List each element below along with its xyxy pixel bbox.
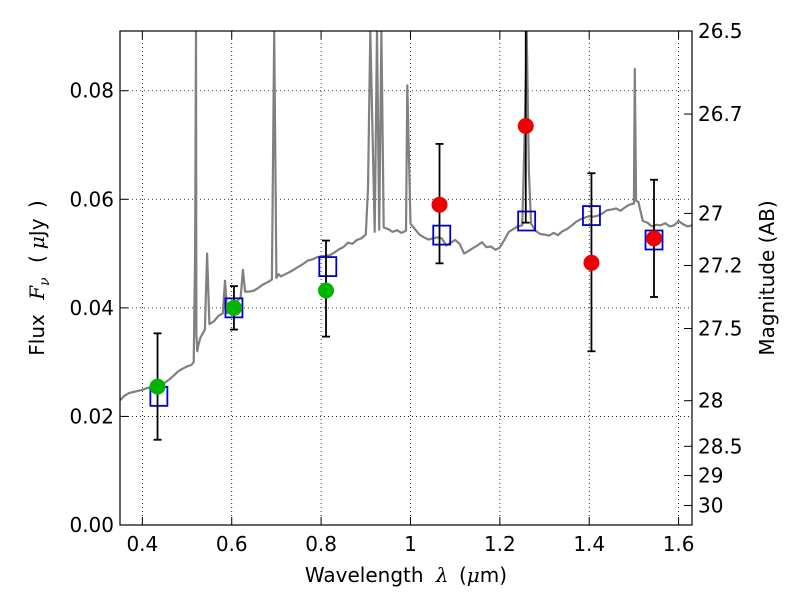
y2-tick-label: 28.5	[698, 434, 743, 458]
x-tick-label: 0.8	[305, 532, 337, 556]
y2-tick-label: 26.5	[698, 19, 743, 43]
observed-nir-point	[583, 254, 600, 271]
model-spectrum-line	[120, 31, 692, 401]
x-tick-label: 1.2	[484, 532, 516, 556]
chart-marks	[149, 31, 664, 441]
y2-tick-label: 28	[698, 389, 723, 413]
y-tick-label: 0.04	[69, 296, 114, 320]
secondary-y-axis-label: Magnitude (AB)	[755, 200, 779, 355]
x-tick-label: 1	[404, 532, 417, 556]
observed-nir-point	[431, 196, 448, 213]
observed-nir-point	[646, 230, 663, 247]
x-tick-label: 0.4	[126, 532, 158, 556]
plot-area	[120, 31, 692, 401]
y-axis-label: Flux Fν (μJy )	[25, 200, 54, 355]
x-axis-label: Wavelength λ (μm)	[305, 563, 507, 587]
y2-tick-label: 29	[698, 464, 723, 488]
axis-ticks: 0.4 0.6 0.8 1 1.2 1.4 1.6 0.00 0.02 0.04 0.06 0.08 2…	[69, 19, 742, 556]
model-photometry-square	[432, 224, 452, 246]
y2-tick-label: 27	[698, 201, 723, 225]
x-tick-label: 1.6	[663, 532, 695, 556]
y2-tick-label: 26.7	[698, 102, 743, 126]
x-tick-label: 0.6	[216, 532, 248, 556]
y2-tick-label: 27.5	[698, 316, 743, 340]
y-tick-label: 0.02	[69, 404, 114, 428]
y2-tick-label: 30	[698, 493, 723, 517]
observed-optical-point	[225, 299, 242, 316]
observed-nir-point	[517, 118, 534, 134]
observed-optical-point	[149, 378, 166, 395]
model-photometry-square	[318, 256, 338, 278]
x-tick-label: 1.4	[573, 532, 605, 556]
observed-optical-point	[318, 282, 335, 299]
y-tick-label: 0.06	[69, 187, 114, 211]
y2-tick-label: 27.2	[698, 254, 743, 278]
y-tick-label: 0.08	[69, 79, 114, 103]
plot-frame	[119, 30, 693, 526]
y-tick-label: 0.00	[69, 513, 114, 537]
